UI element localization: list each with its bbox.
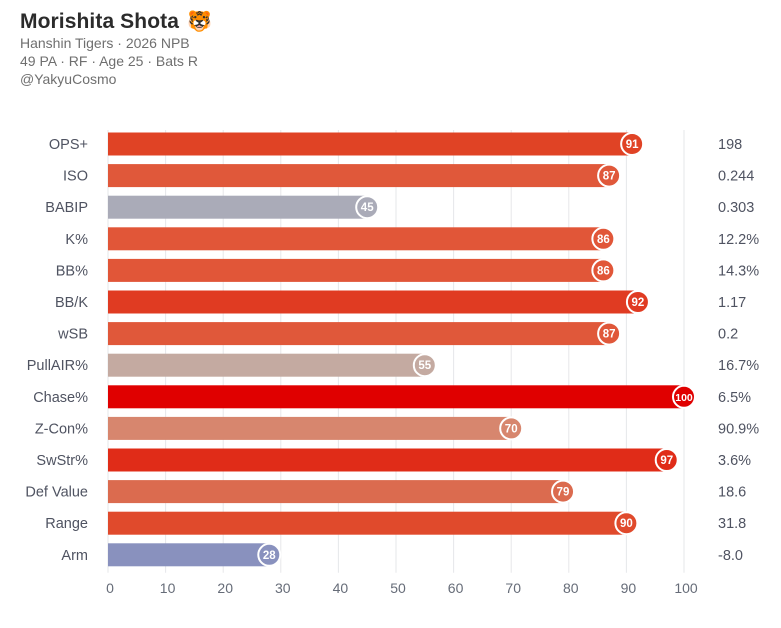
percentile-value: 97 <box>660 455 673 467</box>
team-season: Hanshin Tigers · 2026 NPB <box>20 35 190 51</box>
x-tick-label: 40 <box>333 580 349 596</box>
x-tick-label: 20 <box>217 580 233 596</box>
raw-stat-value: 18.6 <box>718 485 746 501</box>
category-label: wSB <box>57 327 88 343</box>
percentile-value: 45 <box>361 202 374 214</box>
raw-stat-value: 198 <box>718 137 742 153</box>
bar <box>108 164 610 188</box>
bar <box>108 543 270 567</box>
percentile-badge <box>597 163 622 188</box>
title-row: Morishita Shota 🐯 <box>20 10 212 34</box>
bar <box>108 290 638 314</box>
percentile-value: 90 <box>620 518 633 530</box>
category-label: Z-Con% <box>35 421 88 437</box>
percentile-value: 28 <box>263 550 276 562</box>
percentile-badge <box>620 132 645 156</box>
percentile-badge <box>257 542 282 567</box>
bar <box>108 132 633 156</box>
percentile-value: 55 <box>418 360 431 372</box>
percentile-badge <box>591 258 616 283</box>
bar <box>108 511 627 535</box>
bar <box>108 353 425 377</box>
percentile-badge <box>355 195 380 220</box>
percentile-value: 79 <box>557 487 570 499</box>
percentile-value: 87 <box>603 329 616 341</box>
percentile-value: 86 <box>597 265 610 277</box>
author-handle: @YakyuCosmo <box>20 71 117 87</box>
raw-stat-value: 1.17 <box>718 295 746 311</box>
raw-stat-value: 14.3% <box>718 263 759 279</box>
bar <box>108 448 667 472</box>
raw-stat-value: -8.0 <box>718 548 743 564</box>
tiger-icon: 🐯 <box>187 11 212 33</box>
raw-stat-value: 3.6% <box>718 453 751 469</box>
category-label: BB/K <box>55 295 88 311</box>
percentile-badge <box>654 448 679 472</box>
percentile-value: 86 <box>597 234 610 246</box>
x-tick-label: 70 <box>505 580 521 596</box>
x-tick-label: 10 <box>160 580 176 596</box>
percentile-badge <box>597 321 622 346</box>
bar <box>108 195 368 219</box>
player-info: 49 PA · RF · Age 25 · Bats R <box>20 53 198 69</box>
raw-stat-value: 0.244 <box>718 169 754 185</box>
bar <box>108 385 684 409</box>
bar <box>108 416 512 440</box>
percentile-badge <box>412 353 437 378</box>
player-name: Morishita Shota <box>20 10 180 33</box>
percentile-badge <box>591 226 616 251</box>
x-tick-label: 90 <box>621 580 637 596</box>
x-tick-label: 60 <box>448 580 464 596</box>
raw-stat-value: 0.303 <box>718 200 754 216</box>
percentile-value: 100 <box>675 392 693 404</box>
raw-stat-value: 12.2% <box>718 232 759 248</box>
category-label: Arm <box>61 548 88 564</box>
x-tick-label: 80 <box>563 580 579 596</box>
percentile-badge <box>672 384 696 409</box>
category-label: BABIP <box>45 200 88 216</box>
percentile-value: 70 <box>505 423 518 435</box>
x-tick-label: 30 <box>275 580 291 596</box>
category-label: Chase% <box>33 390 88 406</box>
category-label: K% <box>65 232 88 248</box>
category-label: SwStr% <box>36 453 88 469</box>
chart-header: Morishita Shota 🐯 Hanshin Tigers · 2026 … <box>20 10 212 88</box>
x-tick-label: 0 <box>106 580 114 596</box>
category-label: ISO <box>63 169 88 185</box>
percentile-value: 87 <box>603 171 616 183</box>
category-label: Range <box>45 516 88 532</box>
raw-stat-value: 16.7% <box>718 358 759 374</box>
x-tick-label: 100 <box>674 580 698 596</box>
percentile-badge <box>614 511 639 536</box>
percentile-badge <box>551 479 576 504</box>
raw-stat-value: 31.8 <box>718 516 746 532</box>
bar <box>108 227 604 251</box>
raw-stat-value: 6.5% <box>718 390 751 406</box>
raw-stat-value: 0.2 <box>718 327 738 343</box>
percentile-value: 92 <box>632 297 645 309</box>
percentile-badge <box>625 290 650 314</box>
raw-stat-value: 90.9% <box>718 421 759 437</box>
bar <box>108 258 604 282</box>
bar <box>108 322 610 346</box>
category-label: OPS+ <box>49 137 88 153</box>
category-label: PullAIR% <box>27 358 88 374</box>
x-tick-label: 50 <box>390 580 406 596</box>
category-label: Def Value <box>25 485 88 501</box>
percentile-value: 91 <box>626 139 639 151</box>
bar <box>108 480 564 504</box>
percentile-badge <box>499 416 524 441</box>
category-label: BB% <box>56 263 88 279</box>
